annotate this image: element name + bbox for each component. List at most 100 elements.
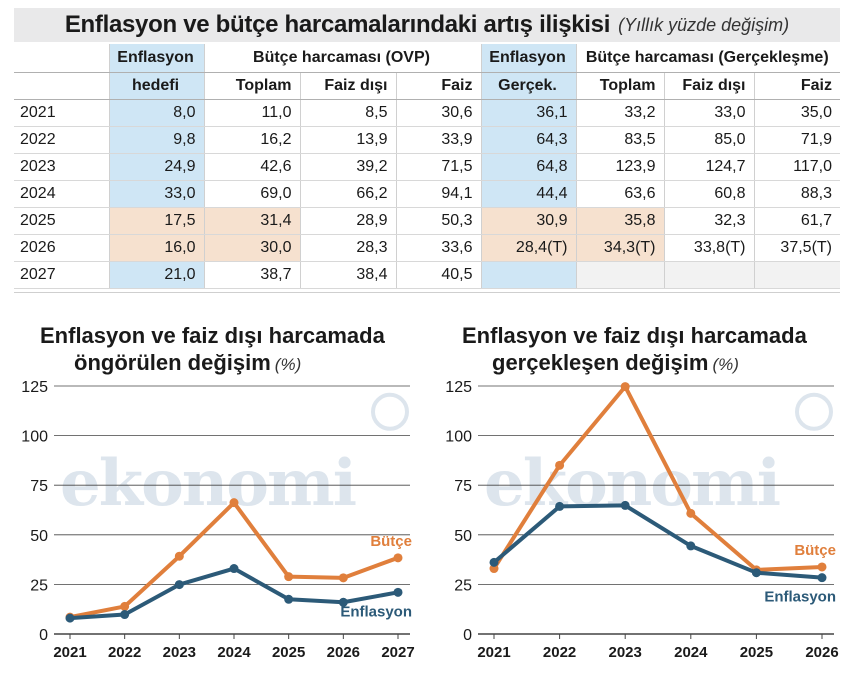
- table-cell: 17,5: [108, 207, 204, 235]
- table-cell: 94,1: [395, 180, 481, 208]
- data-point: [338, 573, 348, 583]
- x-tick-label: 2026: [327, 644, 360, 661]
- y-tick-label: 100: [445, 429, 472, 446]
- chart-1-title-line1: Enflasyon ve faiz dışı harcamada: [40, 323, 385, 348]
- table-cell: 71,5: [395, 153, 481, 181]
- series-label: Enflasyon: [764, 589, 836, 606]
- table-cell: 8,5: [299, 99, 396, 127]
- series-label: Bütçe: [794, 542, 836, 559]
- table-cell: 123,9: [575, 153, 664, 181]
- table-cell: 69,0: [203, 180, 300, 208]
- x-tick-label: 2027: [381, 644, 414, 661]
- data-point: [751, 568, 761, 578]
- data-point: [229, 498, 239, 508]
- table-cell: 60,8: [663, 180, 754, 208]
- table-cell: 34,3(T): [575, 234, 664, 262]
- row-year: 2022: [14, 126, 109, 154]
- table-row: 2021 8,0 11,0 8,5 30,6 36,1 33,2 33,0 35,0: [14, 99, 840, 127]
- table-cell: 28,4(T): [480, 234, 576, 262]
- table-cell: [663, 261, 754, 289]
- table-cell: 30,9: [480, 207, 576, 235]
- page-title: Enflasyon ve bütçe harcamalarındaki artı…: [64, 11, 611, 38]
- table-cell: 117,0: [753, 153, 840, 181]
- data-point: [620, 500, 630, 510]
- table-header-row-2: hedefi Toplam Faiz dışı Faiz Gerçek. Top…: [14, 72, 840, 100]
- row-year: 2023: [14, 153, 109, 181]
- x-tick-label: 2022: [543, 644, 576, 661]
- row-year: 2025: [14, 207, 109, 235]
- data-point: [229, 564, 239, 574]
- header-inflation-target-1: Enflasyon: [108, 44, 204, 73]
- page-subtitle: (Yıllık yüzde değişim): [618, 14, 790, 35]
- table-cell: [575, 261, 664, 289]
- globe-icon: [371, 392, 409, 431]
- data-point: [284, 594, 294, 604]
- chart-2-unit: (%): [712, 355, 739, 374]
- table-cell: 30,6: [395, 99, 481, 127]
- chart-2-title: Enflasyon ve faiz dışı harcamada gerçekl…: [462, 322, 807, 378]
- table-cell: 35,0: [753, 99, 840, 127]
- watermark-text: ekonomi: [60, 446, 356, 521]
- table-cell: 124,7: [663, 153, 754, 181]
- table-cell: 16,2: [203, 126, 300, 154]
- table-cell: [753, 261, 840, 289]
- table-cell: 66,2: [299, 180, 396, 208]
- header-budget-actual: Bütçe harcaması (Gerçekleşme): [575, 44, 840, 73]
- data-point: [817, 573, 827, 583]
- data-point: [174, 580, 184, 590]
- row-year: 2026: [14, 234, 109, 262]
- data-point: [393, 553, 403, 563]
- table-cell: 28,3: [299, 234, 396, 262]
- table-row: 2022 9,8 16,2 13,9 33,9 64,3 83,5 85,0 71,9: [14, 126, 840, 154]
- chart-1-unit: (%): [274, 355, 302, 374]
- table-row: 2027 21,0 38,7 38,4 40,5: [14, 261, 840, 289]
- chart-2-title-line2: gerçekleşen değişim: [492, 350, 709, 375]
- table-cell: 24,9: [108, 153, 204, 181]
- title-bar: Enflasyon ve bütçe harcamalarındaki artı…: [14, 8, 840, 42]
- data-point: [817, 562, 827, 572]
- subheader-ovp-interest: Faiz: [395, 72, 481, 100]
- data-point: [555, 501, 565, 511]
- table-cell: 50,3: [395, 207, 481, 235]
- data-point: [338, 597, 348, 607]
- table-cell: 33,0: [663, 99, 754, 127]
- x-tick-label: 2026: [805, 644, 838, 661]
- y-tick-label: 25: [30, 577, 48, 594]
- series-line-bütçe: [492, 384, 824, 572]
- x-tick-label: 2025: [740, 644, 773, 661]
- header-empty-cell: [14, 72, 109, 100]
- table-cell: 38,4: [299, 261, 396, 289]
- table-cell: 35,8: [575, 207, 664, 235]
- x-tick-label: 2022: [108, 644, 141, 661]
- table-cell: 32,3: [663, 207, 754, 235]
- data-point: [174, 551, 184, 561]
- table-cell: [480, 261, 576, 289]
- data-point: [489, 564, 499, 574]
- table-cell: 63,6: [575, 180, 664, 208]
- x-tick-label: 2023: [609, 644, 642, 661]
- chart-1-title-line2: öngörülen değişim: [74, 350, 271, 375]
- table-cell: 42,6: [203, 153, 300, 181]
- table-cell: 40,5: [395, 261, 481, 289]
- table-cell: 44,4: [480, 180, 576, 208]
- table-cell: 31,4: [203, 207, 300, 235]
- section-divider: [14, 292, 840, 293]
- table-cell: 38,7: [203, 261, 300, 289]
- series-label: Enflasyon: [340, 603, 412, 620]
- table-cell: 30,0: [203, 234, 300, 262]
- data-point: [65, 613, 75, 623]
- table-cell: 39,2: [299, 153, 396, 181]
- globe-icon: [795, 392, 833, 431]
- data-point: [686, 508, 696, 518]
- header-empty-cell: [14, 44, 109, 73]
- table-cell: 37,5(T): [753, 234, 840, 262]
- chart-2-title-line1: Enflasyon ve faiz dışı harcamada: [462, 323, 807, 348]
- data-table: Enflasyon Bütçe harcaması (OVP) Enflasyo…: [14, 44, 840, 289]
- table-cell: 64,3: [480, 126, 576, 154]
- table-cell: 33,2: [575, 99, 664, 127]
- table-cell: 8,0: [108, 99, 204, 127]
- data-point: [284, 572, 294, 582]
- table-cell: 13,9: [299, 126, 396, 154]
- header-budget-ovp: Bütçe harcaması (OVP): [203, 44, 481, 73]
- data-point: [120, 610, 130, 620]
